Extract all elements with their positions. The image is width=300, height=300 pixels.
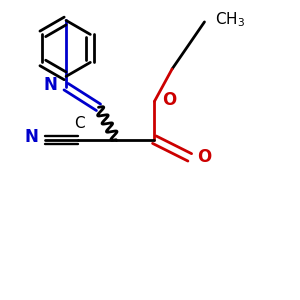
Text: O: O: [162, 91, 176, 109]
Text: N: N: [44, 76, 57, 94]
Text: C: C: [74, 116, 85, 131]
Text: N: N: [24, 128, 38, 146]
Text: CH$_3$: CH$_3$: [215, 10, 245, 29]
Text: O: O: [197, 148, 212, 166]
